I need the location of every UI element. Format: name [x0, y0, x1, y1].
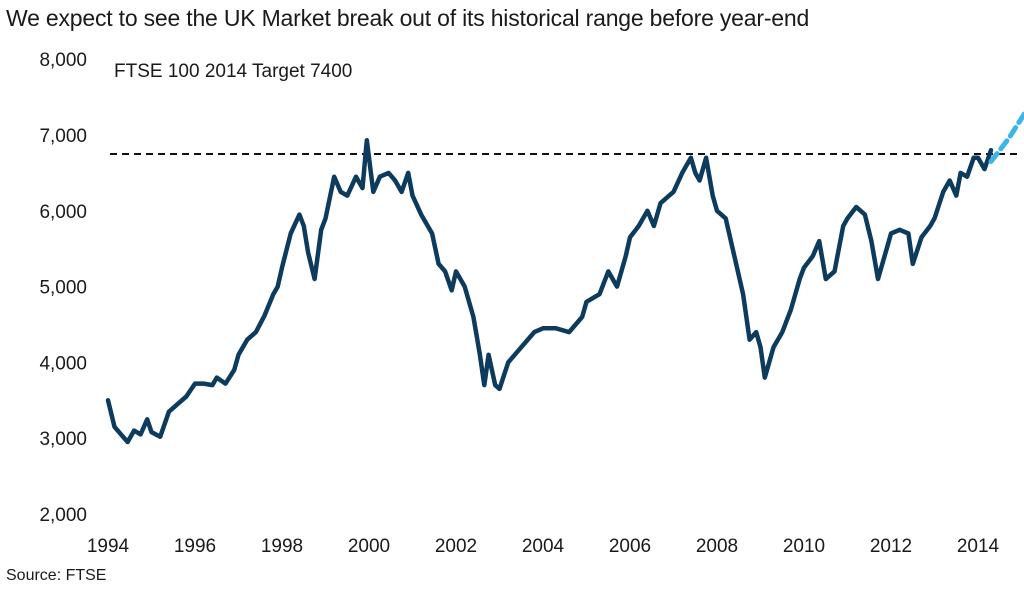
- chart-subtitle: FTSE 100 2014 Target 7400: [114, 61, 352, 82]
- y-tick-label: 5,000: [39, 278, 87, 299]
- y-tick-label: 8,000: [39, 50, 87, 71]
- x-tick-label: 2008: [696, 536, 738, 557]
- x-tick-label: 2002: [435, 536, 477, 557]
- y-axis: 2,000 3,000 4,000 5,000 6,000 7,000 8,000: [39, 50, 87, 526]
- source-note: Source: FTSE: [6, 567, 107, 584]
- y-tick-label: 6,000: [39, 202, 87, 223]
- x-tick-label: 1994: [87, 536, 130, 557]
- y-tick-label: 3,000: [39, 429, 87, 450]
- chart-title: We expect to see the UK Market break out…: [6, 5, 810, 31]
- y-tick-label: 2,000: [39, 505, 87, 526]
- x-tick-label: 1996: [174, 536, 216, 557]
- x-tick-label: 2012: [870, 536, 912, 557]
- x-tick-label: 2006: [609, 536, 651, 557]
- series-line-target: [988, 109, 1024, 164]
- y-tick-label: 4,000: [39, 353, 87, 374]
- x-tick-label: 2000: [348, 536, 390, 557]
- x-tick-label: 1998: [261, 536, 303, 557]
- x-tick-label: 2004: [522, 536, 565, 557]
- x-tick-label: 2010: [783, 536, 825, 557]
- series-line-ftse: [105, 138, 994, 445]
- x-tick-label: 2014: [957, 536, 1000, 557]
- y-tick-label: 7,000: [39, 126, 87, 147]
- x-axis: 1994 1996 1998 2000 2002 2004 2006 2008 2010 2012…: [87, 536, 1000, 557]
